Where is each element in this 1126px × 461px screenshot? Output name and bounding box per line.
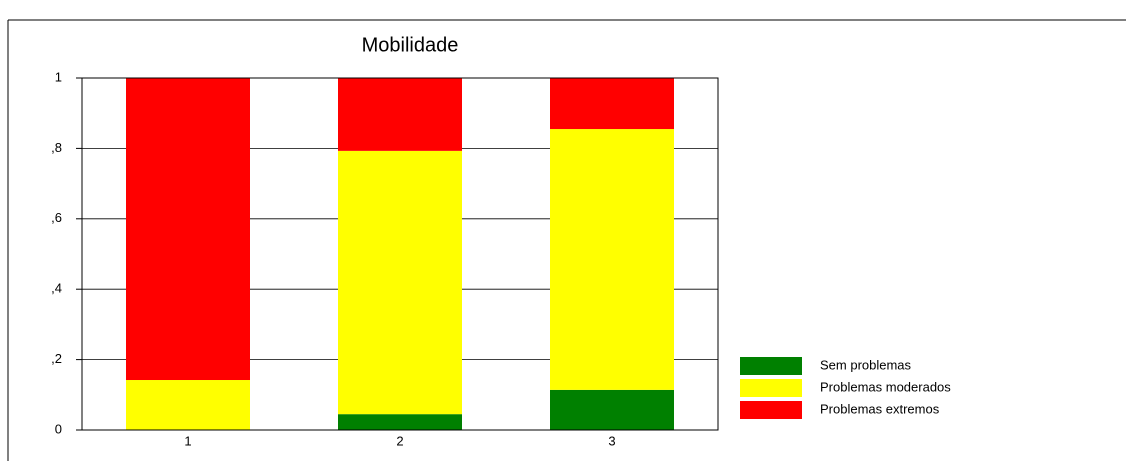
legend-swatch bbox=[740, 401, 802, 419]
y-tick-label: ,6 bbox=[51, 210, 62, 225]
y-tick-label: ,2 bbox=[51, 351, 62, 366]
bar-segment bbox=[338, 414, 462, 430]
legend-label: Problemas extremos bbox=[820, 401, 940, 416]
legend-label: Sem problemas bbox=[820, 357, 912, 372]
plot-frame bbox=[81, 77, 719, 431]
y-tick-label: 1 bbox=[55, 69, 62, 84]
x-tick-label: 3 bbox=[608, 433, 615, 448]
chart-title: Mobilidade bbox=[362, 34, 459, 56]
y-tick-label: ,8 bbox=[51, 140, 62, 155]
bar-segment bbox=[126, 78, 250, 381]
legend-swatch bbox=[740, 379, 802, 397]
y-tick-label: ,4 bbox=[51, 281, 62, 296]
bar-segment bbox=[550, 129, 674, 390]
bar-segment bbox=[338, 150, 462, 415]
bar-segment bbox=[338, 78, 462, 151]
x-tick-label: 2 bbox=[396, 433, 403, 448]
bar-segment bbox=[550, 78, 674, 130]
x-tick-label: 1 bbox=[184, 433, 191, 448]
legend-swatch bbox=[740, 357, 802, 375]
y-tick-label: 0 bbox=[55, 421, 62, 436]
bar-segment bbox=[126, 380, 250, 430]
bar-segment bbox=[550, 389, 674, 430]
legend-label: Problemas moderados bbox=[820, 379, 951, 394]
